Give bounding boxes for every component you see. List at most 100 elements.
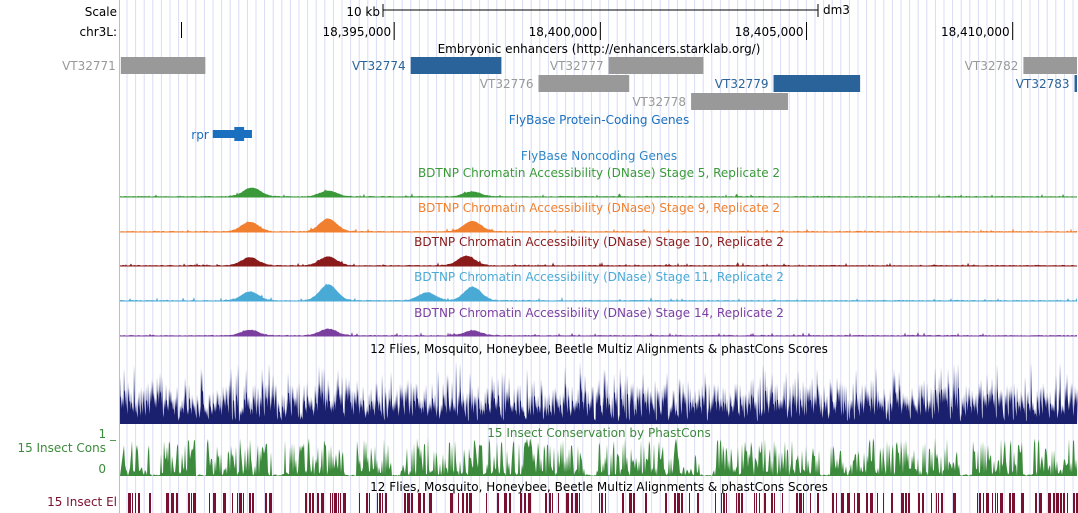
enhancer-block[interactable] [1023,57,1077,74]
enhancer-label[interactable]: VT32776 [480,77,534,91]
conserved-element [1012,493,1015,513]
conserved-element [338,493,339,513]
conserved-element [359,493,360,513]
dnase-track-title: BDTNP Chromatin Accessibility (DNase) St… [414,306,784,320]
dnase-track[interactable]: BDTNP Chromatin Accessibility (DNase) St… [120,166,1077,198]
protein-coding-genes-track[interactable]: rpr [191,127,252,142]
conserved-element [866,493,868,513]
conserved-element [193,493,196,513]
conserved-element [166,493,169,513]
enhancer-feature[interactable]: VT32778 [632,93,788,110]
conserved-element [486,493,487,513]
conserved-element [566,493,569,513]
enhancer-feature[interactable]: VT32779 [715,75,861,92]
enhancer-label[interactable]: VT32771 [62,59,116,73]
phastcons-signal [120,438,1077,476]
conserved-element [312,493,314,513]
conserved-element [1009,493,1011,513]
conserved-element [382,493,383,513]
dnase-tracks[interactable]: BDTNP Chromatin Accessibility (DNase) St… [120,166,1077,337]
conserved-element [1048,493,1051,513]
conserved-element [188,493,190,513]
phastcons-track[interactable] [120,438,1077,476]
multiz-conservation-track[interactable] [120,361,1078,424]
conserved-element [469,493,472,513]
dnase-track[interactable]: BDTNP Chromatin Accessibility (DNase) St… [120,201,1077,233]
conserved-element [571,493,573,513]
conserved-element [803,493,804,513]
conserved-element [738,493,740,513]
conserved-element [369,493,370,513]
conserved-element [741,493,743,513]
conserved-element [799,493,802,513]
gene-rpr[interactable]: rpr [191,127,252,142]
phastcons-side-label[interactable]: 15 Insect Cons [17,441,106,455]
dnase-track-title: BDTNP Chromatin Accessibility (DNase) St… [414,270,784,284]
conserved-element [171,493,174,513]
conserved-element [847,493,850,513]
conserved-element [407,493,410,513]
ruler-position-label: 18,405,000 [735,25,804,39]
enhancer-feature[interactable]: VT32777 [550,57,704,74]
enhancer-block[interactable] [1074,75,1077,92]
enhancer-feature[interactable]: VT32782 [965,57,1077,74]
gene-exon-block[interactable] [212,130,252,138]
conserved-element [1060,493,1062,513]
conserved-element [922,493,924,513]
enhancer-feature[interactable]: VT32774 [352,57,502,74]
conserved-element [524,493,526,513]
conserved-element [629,493,632,513]
conserved-element [810,493,811,513]
chrom-label: chr3L: [80,25,118,39]
conserved-element [423,493,425,513]
conserved-element [132,493,133,513]
conserved-elements-track[interactable] [128,493,1078,513]
enhancer-block[interactable] [538,75,630,92]
conserved-element [366,493,368,513]
conserved-element [138,493,140,513]
enhancers-track[interactable]: VT32771 VT32774 VT32777 VT32782 VT32776 VT327… [62,57,1077,110]
conserved-element [330,493,331,513]
dnase-track[interactable]: BDTNP Chromatin Accessibility (DNase) St… [120,270,1077,302]
conserved-element [191,493,192,513]
enhancer-label[interactable]: VT32782 [965,59,1019,73]
enhancer-label[interactable]: VT32783 [1016,77,1070,91]
enhancer-block[interactable] [410,57,502,74]
enhancer-label[interactable]: VT32774 [352,59,406,73]
conserved-element [1056,493,1059,513]
conserved-element [836,493,837,513]
elements-side-label[interactable]: 15 Insect El [47,495,117,509]
conserved-element [404,493,406,513]
dnase-signal [120,283,1077,301]
conserved-element [992,493,993,513]
conserved-element [252,493,254,513]
gene-label[interactable]: rpr [191,128,209,142]
conserved-element [249,493,251,513]
enhancer-block[interactable] [608,57,704,74]
conserved-element [305,493,307,513]
enhancer-feature[interactable]: VT32783 [1016,75,1077,92]
conserved-element [665,493,667,513]
dnase-track-title: BDTNP Chromatin Accessibility (DNase) St… [414,235,784,249]
conserved-element [759,493,760,513]
enhancer-block[interactable] [691,93,788,110]
enhancer-block[interactable] [773,75,861,92]
enhancer-feature[interactable]: VT32776 [480,75,630,92]
enhancer-block[interactable] [120,57,206,74]
gene-cds-block[interactable] [234,127,245,141]
conserved-element [321,493,324,513]
conserved-element [771,493,773,513]
dnase-track[interactable]: BDTNP Chromatin Accessibility (DNase) St… [120,235,1077,267]
conserved-element [1076,493,1078,513]
enhancer-feature[interactable]: VT32771 [62,57,206,74]
enhancer-label[interactable]: VT32779 [715,77,769,91]
conserved-element [715,493,716,513]
conserved-element [1000,493,1003,513]
enhancer-label[interactable]: VT32778 [632,95,686,109]
dnase-track[interactable]: BDTNP Chromatin Accessibility (DNase) St… [120,306,1077,337]
conserved-element [936,493,937,513]
base-position-ruler[interactable]: Scale chr3L: 10 kb dm3 18,395,000 18,400,… [80,3,1014,40]
enhancer-label[interactable]: VT32777 [550,59,604,73]
conserved-element [931,493,932,513]
